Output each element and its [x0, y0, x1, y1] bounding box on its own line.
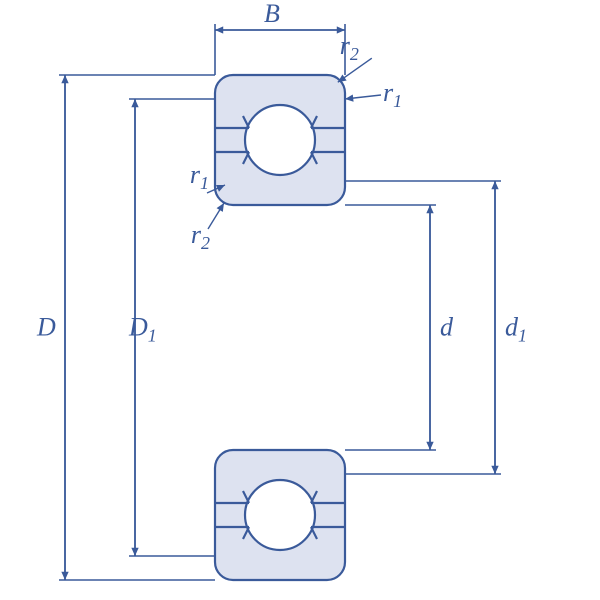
label-D: D: [36, 313, 56, 342]
bearing-cross-section-diagram: B D D1 d d1 r2 r1 r1 r2: [0, 0, 600, 600]
label-D1: D1: [128, 313, 157, 346]
label-r1-left: r1: [190, 160, 209, 193]
label-r2-top: r2: [340, 31, 359, 64]
label-d1: d1: [505, 313, 527, 346]
label-d: d: [440, 313, 454, 342]
label-r1-right: r1: [383, 78, 402, 111]
label-r2-bottom: r2: [191, 220, 210, 253]
label-B: B: [264, 0, 280, 28]
